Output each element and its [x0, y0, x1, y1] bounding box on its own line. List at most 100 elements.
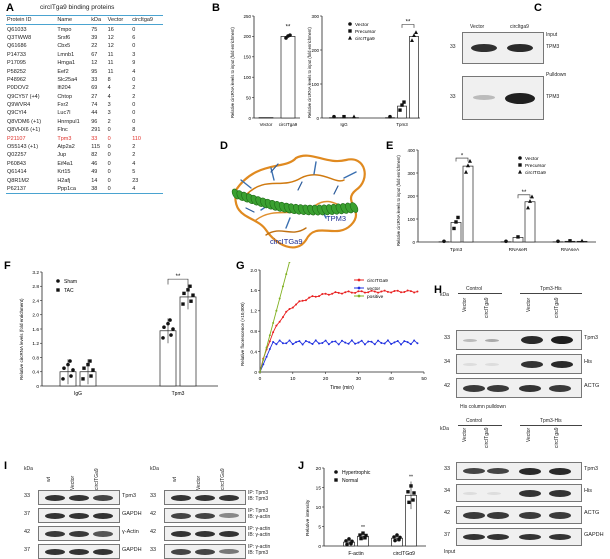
g-series-vector-point [265, 355, 268, 358]
g-ytick-label: 0.8 [250, 329, 257, 335]
b-right-point [388, 114, 392, 119]
g-series-vector-point [275, 343, 278, 346]
i-left-target: Tpm3 [122, 493, 137, 499]
table-cell: 75 [91, 26, 98, 33]
chart-j: 0 5 10 15 20 F-actin circITGα9 ** ** Hypertrophic… [305, 466, 426, 557]
b-right-ylabel: Relative circRNA levels to input (fold e… [307, 27, 312, 118]
f-category: Tpm3 [172, 391, 185, 397]
h-control-2: Control [466, 418, 483, 424]
g-series-circ-point [285, 310, 288, 313]
f-tick-label: 2.4 [32, 298, 39, 304]
h-blot-tpm3-band [521, 336, 543, 344]
table-cell: 0 [107, 127, 111, 134]
h-blot-actg-band [463, 384, 485, 392]
table-cell: Q61686 [7, 43, 27, 50]
i-right-blot-band [171, 548, 191, 555]
b-right-legend-label: Vector [355, 22, 369, 28]
h-control-line [458, 293, 502, 294]
d-circ-label: circITGa9 [270, 237, 303, 246]
i-left-kda: 33 [24, 493, 31, 499]
chart-b-right: 0 100 200 300 IgG Tpm3 ** VectorPrecursorcircIT… [307, 14, 420, 127]
e-legend-marker [518, 163, 522, 167]
table-cell: Fxr2 [57, 102, 69, 109]
h-tpm3his-2: Tpm3-His [540, 418, 562, 424]
i-left-blot-band [93, 494, 113, 501]
h-input-blot-tpm3-band [463, 468, 485, 474]
g-ylabel: Relative fluorescence (×10,000) [240, 302, 245, 366]
h-tpm3his: Tpm3-His [540, 286, 562, 292]
table-cell: 2 [132, 144, 136, 151]
j-point [412, 491, 416, 495]
f-point [188, 284, 192, 288]
f-point [62, 366, 66, 370]
b-right-point [352, 114, 356, 119]
table-cell: 22 [91, 43, 98, 50]
g-series-vector-point [409, 343, 412, 346]
h-input-blot-his-band [463, 491, 477, 495]
i-right-blot [164, 490, 246, 505]
h-input-blot-his [456, 484, 582, 502]
table-cell: 4 [132, 160, 136, 167]
table-row: Q02257 Jup 82 0 2 [6, 151, 163, 159]
j-point [393, 538, 397, 543]
i-right-ib: IB: Tpm3 [248, 550, 269, 556]
c-input-label: Input [546, 32, 558, 38]
h-input-blot-his-band [549, 489, 571, 497]
h-target: Tpm3 [584, 335, 599, 341]
h-input-blot-actg-band [487, 511, 509, 519]
table-cell: Q8VHX6 (+1) [7, 127, 41, 134]
h-blot-tpm3-band [485, 338, 499, 342]
e-sig-bracket-1 [455, 157, 469, 162]
g-series-circ-point [318, 295, 321, 298]
chart-g: 0 0.4 0.8 1.2 1.6 2.0 0 10 20 30 40 50 circITGa9 vect… [240, 262, 427, 391]
g-series-positive-point [265, 346, 268, 349]
b-right-legend-marker [348, 35, 352, 40]
f-legend-label: Sham [64, 279, 77, 285]
table-cell: 4 [107, 93, 111, 100]
g-series-circ-point [311, 295, 314, 298]
i-right-kda: 33 [150, 493, 157, 499]
b-left-category: Vector [260, 122, 273, 127]
g-series-vector-point [272, 340, 275, 343]
table-cell: 2 [132, 152, 136, 159]
j-point [347, 537, 351, 541]
f-point [82, 366, 86, 370]
table-row: P58252 Eef2 95 11 4 [6, 67, 163, 75]
b-left-tick-label: 150 [243, 55, 251, 60]
i-right-blot [164, 526, 246, 541]
d-tpm3-label: TPM3 [326, 214, 347, 223]
g-series-circ-point [324, 292, 327, 295]
h-input-kda: 37 [444, 532, 451, 538]
table-cell: 27 [91, 93, 98, 100]
f-category: IgG [74, 391, 82, 397]
g-series-circ-point [383, 289, 386, 292]
c-target1: TPM3 [546, 44, 560, 50]
h-blot-actg [456, 378, 582, 398]
d-structure-image [231, 154, 366, 249]
table-cell: 12 [91, 60, 98, 67]
table-cell: 74 [91, 102, 98, 109]
e-tick-label: 0 [412, 240, 415, 245]
table-row: Q8VHX6 (+1) Flnc 291 0 8 [6, 126, 163, 134]
i-right-ib: IB: Tpm3 [248, 496, 269, 502]
g-legend-label: vector [367, 286, 380, 292]
b-left-sig: ** [286, 24, 291, 30]
e-legend-marker [518, 169, 522, 174]
panel-label-h: H [434, 284, 442, 296]
table-cell: Lmnb1 [57, 51, 75, 58]
g-series-circ-point [308, 296, 311, 299]
table-cell: Q9CY57 (+4) [7, 93, 40, 100]
h-col-vector-2: Vector [526, 297, 532, 312]
j-point [407, 500, 411, 505]
i-left-kda: 42 [24, 529, 31, 535]
c-pulldown-label: Pulldown [546, 72, 567, 78]
table-cell: P58252 [7, 68, 26, 75]
g-series-circ-point [275, 324, 278, 327]
i-right-ip: IP: γ-actin [248, 526, 271, 532]
c-blot-input [462, 32, 544, 64]
e-legend-label: Precursor [525, 163, 546, 169]
table-cell: 8 [107, 76, 111, 83]
table-cell: 16 [107, 26, 114, 33]
panel-label-f: F [4, 260, 11, 272]
b-right-tick-label: 0 [316, 116, 319, 121]
